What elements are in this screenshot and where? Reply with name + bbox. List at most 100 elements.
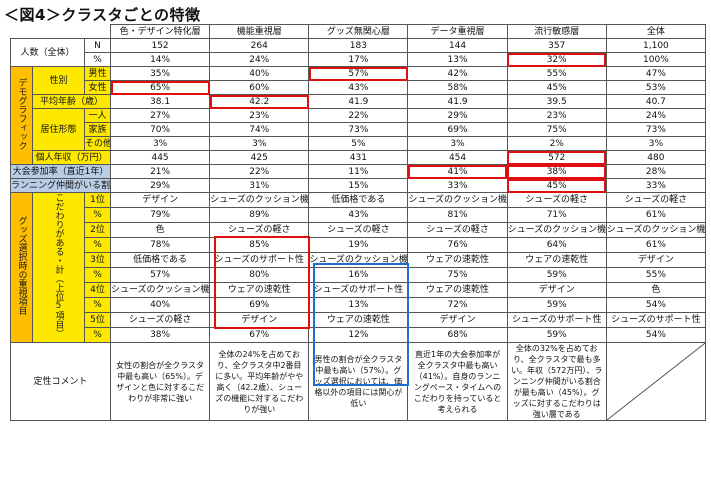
cell: 41.9 [407, 94, 508, 109]
cell: 431 [308, 150, 409, 165]
cell: 38.1 [109, 94, 211, 109]
cell: シューズのサポート性 [308, 282, 409, 298]
cell: 183 [308, 38, 409, 53]
cell: ウェアの速乾性 [506, 252, 607, 268]
cell: 64% [506, 237, 607, 253]
cell: 41.9 [308, 94, 409, 109]
row-sublabel: % [84, 52, 111, 67]
cell: 43% [308, 80, 409, 95]
row-sublabel: 家族 [84, 122, 111, 137]
cell: シューズのクッション機能 [209, 192, 310, 208]
cell: ウェアの速乾性 [407, 282, 508, 298]
row-label-kyoju: 居住形態 [32, 108, 85, 151]
goods-label: グッズ選択時の重視項目 [10, 192, 33, 343]
comment-row: 定性コメント 女性の割合が全クラスタ中最も高い（65%）。デザインと色に対するこ… [10, 342, 707, 421]
cell: 480 [605, 150, 707, 165]
cell: 73% [605, 122, 707, 137]
comment-cell-empty [605, 342, 707, 421]
cell: デザイン [506, 282, 607, 298]
cell: 40.7 [605, 94, 707, 109]
cell: シューズのサポート性 [506, 312, 607, 328]
cell: 68% [407, 327, 508, 343]
table-row: % 14% 24% 17% 13% 32% 100% [11, 52, 707, 67]
cell-highlighted: 38% [506, 164, 607, 179]
cell: 22% [308, 108, 409, 123]
kodawari-label: こだわりがある・計（上位5項目） [32, 192, 85, 343]
diagonal-line [607, 343, 705, 420]
cell: シューズのサポート性 [605, 312, 707, 328]
cell: 13% [407, 52, 508, 67]
cell: 33% [407, 178, 508, 193]
cell: シューズの軽さ [407, 222, 508, 238]
cell: 3% [407, 136, 508, 151]
cell: 144 [407, 38, 508, 53]
table-row: 人数（全体） N 152 264 183 144 357 1,100 [10, 38, 707, 67]
cell: シューズのクッション機能 [109, 282, 211, 298]
cell: 22% [209, 164, 310, 179]
cell: 69% [209, 297, 310, 313]
rank-label: % [84, 237, 111, 253]
cell: 53% [605, 80, 707, 95]
cell-highlighted: 65% [109, 80, 211, 95]
cell: 75% [407, 267, 508, 283]
cell: 低価格である [308, 192, 409, 208]
cell: 100% [605, 52, 707, 67]
row-label-running: ランニング仲間がいる割合 [10, 178, 111, 193]
cell: 低価格である [109, 252, 211, 268]
table-row: % 38% 67% 12% 68% 59% 54% [11, 327, 707, 343]
cell: 12% [308, 327, 409, 343]
comment-cell: 全体の24%を占めており、全クラスタ中2番目に多い。平均年齢がやや高く（42.2… [209, 342, 310, 421]
table-row: 4位 シューズのクッション機能 ウェアの速乾性 シューズのサポート性 ウェアの速… [11, 282, 707, 298]
cell: 17% [308, 52, 409, 67]
cell: 21% [109, 164, 211, 179]
cell: 70% [109, 122, 211, 137]
cell: 79% [109, 207, 211, 223]
cell: 35% [109, 66, 211, 81]
table-row: 5位 シューズの軽さ デザイン ウェアの速乾性 デザイン シューズのサポート性 … [11, 312, 707, 328]
cell: シューズのクッション機能 [605, 222, 707, 238]
cell: 60% [209, 80, 310, 95]
cell-highlighted: 45% [506, 178, 607, 193]
table-row: 個人年収（万円） 445 425 431 454 572 480 [11, 150, 707, 165]
cluster-table: 色・デザイン特化層 機能重視層 グッズ無関心層 データ重視層 流行敏感層 全体 … [10, 24, 707, 421]
cell: 72% [407, 297, 508, 313]
cell: シューズの軽さ [605, 192, 707, 208]
cell: 15% [308, 178, 409, 193]
cell: ウェアの速乾性 [209, 282, 310, 298]
cell: 33% [605, 178, 707, 193]
comment-cell: 女性の割合が全クラスタ中最も高い（65%）。デザインと色に対するこだわりが非常に… [109, 342, 211, 421]
cell: 23% [506, 108, 607, 123]
cell-highlighted: 41% [407, 164, 508, 179]
cell: 28% [605, 164, 707, 179]
col-header: グッズ無関心層 [308, 24, 409, 39]
table-row: % 40% 69% 13% 72% 59% 54% [11, 297, 707, 313]
cell: 73% [308, 122, 409, 137]
row-sublabel: N [84, 38, 111, 53]
cell: 色 [109, 222, 211, 238]
cell: 89% [209, 207, 310, 223]
figure-title: ＜図4＞クラスタごとの特徴 [4, 6, 201, 24]
rank-label: 2位 [84, 222, 111, 238]
cell: 13% [308, 297, 409, 313]
cell: 69% [407, 122, 508, 137]
cell: 152 [109, 38, 211, 53]
cell: 61% [605, 237, 707, 253]
cell: シューズのクッション機能 [308, 252, 409, 268]
row-label-ninzu: 人数（全体） [10, 38, 85, 67]
cell: シューズの軽さ [209, 222, 310, 238]
row-sublabel: 一人 [84, 108, 111, 123]
table-row: 3位 低価格である シューズのサポート性 シューズのクッション機能 ウェアの速乾… [11, 252, 707, 268]
rank-label: 3位 [84, 252, 111, 268]
cell: 47% [605, 66, 707, 81]
cell: 61% [605, 207, 707, 223]
rank-label: % [84, 207, 111, 223]
cell: 29% [109, 178, 211, 193]
cell: ウェアの速乾性 [407, 252, 508, 268]
cell-highlighted: 572 [506, 150, 607, 165]
cell: 59% [506, 267, 607, 283]
cell: 19% [308, 237, 409, 253]
rank-label: 1位 [84, 192, 111, 208]
cell: 29% [407, 108, 508, 123]
cell: 38% [109, 327, 211, 343]
cell: 54% [605, 327, 707, 343]
